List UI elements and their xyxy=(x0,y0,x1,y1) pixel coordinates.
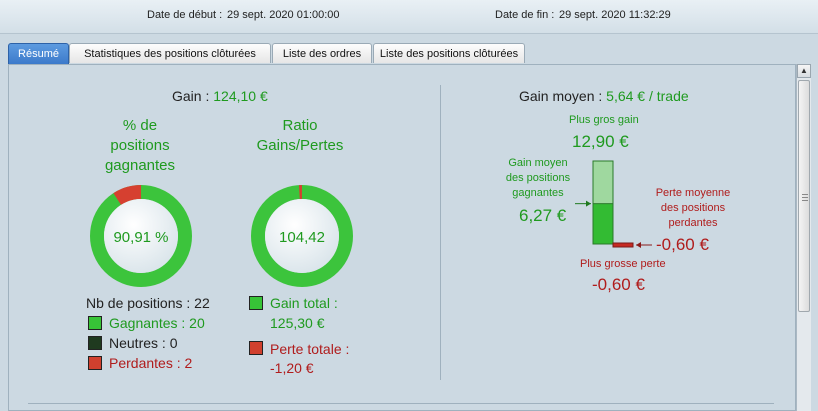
gain-total-label: Gain total : xyxy=(270,295,338,311)
ratio-value: 104,42 xyxy=(279,229,325,246)
pct-value: 90,91 % xyxy=(113,229,168,246)
biggest-loss-value: -0,60 € xyxy=(592,275,645,294)
avg-gain-label: Gain moyen : xyxy=(519,88,603,104)
avg-gain-header: Gain moyen : 5,64 € / trade xyxy=(519,88,689,104)
winners-count: Gagnantes : 20 xyxy=(109,315,205,331)
pct-ring-red xyxy=(90,185,192,287)
avg-loss-line1: Perte moyenne xyxy=(655,187,731,199)
pct-winners-title: % de positions gagnantes xyxy=(90,116,190,176)
gain-value: 124,10 € xyxy=(213,88,268,104)
ratio-inner xyxy=(265,199,339,273)
avg-win-line2: des positions xyxy=(505,172,571,184)
winners-green-square-icon xyxy=(88,316,102,330)
avg-win-arrowhead-icon xyxy=(586,200,591,207)
gain-total-green-square-icon xyxy=(249,296,263,310)
start-date-value: 29 sept. 2020 01:00:00 xyxy=(227,9,340,21)
ratio-donut: 104,42 xyxy=(251,184,353,287)
avg-loss-value: -0,60 € xyxy=(656,235,709,254)
vertical-scrollbar[interactable]: ▲ xyxy=(796,64,811,411)
positions-count: Nb de positions : 22 xyxy=(86,295,210,311)
start-date-label: Date de début : xyxy=(147,9,223,21)
tab-statistiques[interactable]: Statistiques des positions clôturées xyxy=(69,43,271,63)
tab-liste-positions[interactable]: Liste des positions clôturées xyxy=(373,43,525,63)
pct-title-line1: % de xyxy=(122,117,158,134)
neutrals-count: Neutres : 0 xyxy=(109,335,178,351)
avg-loss-bar xyxy=(612,242,634,248)
bottom-divider xyxy=(28,403,774,404)
tab-resume[interactable]: Résumé xyxy=(8,43,69,65)
gain-label: Gain : xyxy=(172,88,210,104)
biggest-loss-label: Plus grosse perte xyxy=(580,258,666,270)
avg-win-value: 6,27 € xyxy=(519,206,567,225)
pct-winners-donut: 90,91 % xyxy=(90,185,192,287)
neutrals-dark-square-icon xyxy=(88,336,102,350)
avg-win-line1: Gain moyen xyxy=(508,157,568,169)
loss-total-red-square-icon xyxy=(249,341,263,355)
biggest-gain-label: Plus gros gain xyxy=(569,114,639,126)
scroll-up-arrow-icon[interactable]: ▲ xyxy=(797,64,811,78)
biggest-gain-value: 12,90 € xyxy=(572,132,629,151)
ratio-title: Ratio Gains/Pertes xyxy=(250,116,350,156)
scroll-thumb[interactable] xyxy=(798,80,810,312)
ratio-ring-green xyxy=(251,185,353,287)
pct-title-line2: positions xyxy=(110,137,170,154)
end-date-label: Date de fin : xyxy=(495,9,555,21)
section-divider xyxy=(440,85,441,380)
date-range-bar: Date de début : 29 sept. 2020 01:00:00 D… xyxy=(0,0,818,34)
ratio-title-line2: Gains/Pertes xyxy=(256,137,344,154)
losers-red-square-icon xyxy=(88,356,102,370)
gain-total-value: 125,30 € xyxy=(270,315,325,331)
gain-bar-gauge xyxy=(575,160,652,248)
avg-loss-label: Perte moyenne des positions perdantes xyxy=(652,186,734,231)
avg-win-line3: gagnantes xyxy=(512,187,564,199)
avg-win-bar xyxy=(592,203,614,245)
avg-loss-line2: des positions xyxy=(660,202,726,214)
pct-title-line3: gagnantes xyxy=(104,157,176,174)
avg-loss-arrowhead-icon xyxy=(636,242,641,248)
avg-win-label: Gain moyen des positions gagnantes xyxy=(498,156,578,201)
tab-liste-ordres[interactable]: Liste des ordres xyxy=(272,43,372,63)
avg-loss-line3: perdantes xyxy=(668,217,718,229)
gain-header: Gain : 124,10 € xyxy=(172,88,268,104)
loss-total-label: Perte totale : xyxy=(270,341,350,357)
pct-inner xyxy=(104,199,178,273)
avg-gain-value: 5,64 € / trade xyxy=(606,88,689,104)
end-date-value: 29 sept. 2020 11:32:29 xyxy=(559,9,671,21)
loss-total-value: -1,20 € xyxy=(270,360,314,376)
losers-count: Perdantes : 2 xyxy=(109,355,193,371)
ratio-title-line1: Ratio xyxy=(282,117,318,134)
